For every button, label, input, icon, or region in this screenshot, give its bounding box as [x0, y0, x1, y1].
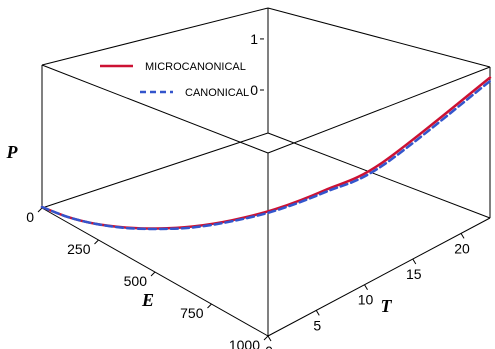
tick-e-4: [263, 335, 269, 341]
tick-t-0: [267, 335, 272, 342]
tick-e-1: [94, 239, 99, 245]
axis-title-p: P: [6, 142, 19, 162]
series-line-canonical: [40, 79, 492, 231]
series-lines: [40, 76, 492, 231]
box-edge-back-top-right: [267, 7, 491, 68]
box-front-edges: [41, 64, 491, 337]
legend-label-microcanonical: MICROCANONICAL: [145, 61, 246, 73]
tick-label-t-1: 5: [313, 317, 321, 333]
axis-t-line: [267, 217, 491, 337]
tick-e-3: [207, 303, 212, 309]
box-back-edges: [41, 7, 491, 219]
tick-label-t-2: 10: [358, 292, 374, 308]
tick-label-t-3: 15: [406, 266, 422, 282]
tick-t-4: [460, 233, 465, 239]
series-line-microcanonical: [40, 76, 492, 230]
box-edge-back-top-left: [41, 7, 269, 66]
legend-label-canonical: CANONICAL: [185, 87, 249, 99]
tick-t-1: [315, 310, 320, 316]
box-edge-front-top-right: [267, 66, 491, 154]
legend: MICROCANONICAL CANONICAL: [100, 61, 249, 99]
tick-e-0: [37, 207, 43, 213]
tick-label-e-1: 250: [67, 241, 91, 257]
tick-e-2: [150, 271, 156, 277]
tick-label-e-2: 500: [124, 273, 148, 289]
tick-label-e-4: 1000: [229, 337, 260, 349]
box-edge-back-bottom-left: [41, 132, 269, 209]
tick-label-t-4: 20: [454, 240, 470, 256]
tick-label-e-3: 750: [180, 305, 204, 321]
tick-t-3: [412, 258, 417, 265]
box-edge-front-top-left: [41, 64, 269, 154]
axis-titles: E T P: [6, 142, 393, 316]
tick-labels: 0250500750100005101520012: [26, 31, 470, 349]
tick-label-p-0: 0: [250, 82, 258, 98]
axis-title-e: E: [141, 290, 154, 310]
tick-marks: [37, 38, 465, 342]
tick-label-p-1: 1: [250, 31, 258, 47]
box-edge-back-bottom-right: [267, 132, 491, 219]
tick-t-2: [364, 284, 368, 290]
tick-label-e-0: 0: [26, 209, 34, 225]
axis-title-t: T: [381, 296, 393, 316]
tick-label-t-0: 0: [265, 343, 273, 349]
